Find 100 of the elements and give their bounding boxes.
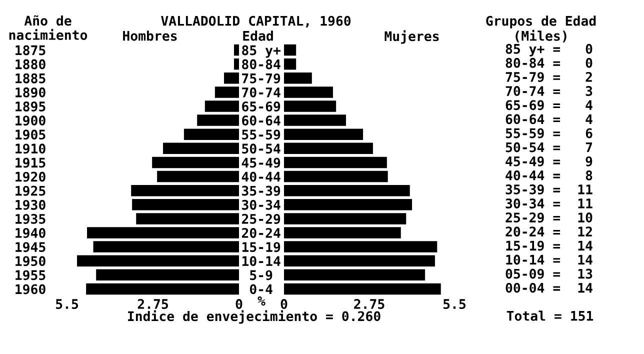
text: Grupos de Edad: [486, 16, 596, 28]
data-label: 14: [578, 240, 592, 250]
y-tick-label: 1905: [16, 130, 46, 140]
category-label: 30-34 =: [506, 198, 560, 208]
y-tick-label: 1960: [16, 284, 46, 294]
bar: [284, 170, 388, 182]
data-label: 3: [586, 86, 592, 96]
bar: [96, 269, 239, 281]
y-tick-label: 0-4: [250, 284, 272, 294]
y-tick-label: 1945: [16, 242, 46, 252]
data-label: 11: [578, 184, 592, 194]
data-label: 6: [586, 128, 592, 138]
bar: [136, 213, 239, 224]
bar: [132, 199, 239, 210]
y-tick-label: 1880: [16, 59, 46, 70]
data-label: 14: [578, 282, 592, 293]
y-tick-label: 35-39: [242, 186, 280, 196]
bar: [87, 227, 239, 238]
y-tick-label: 1955: [16, 270, 46, 280]
x-tick-label: 0: [236, 299, 242, 309]
bar: [197, 114, 239, 126]
x-tick-label: 2.75: [354, 299, 384, 309]
bar: [204, 100, 239, 112]
y-tick-label: 1925: [16, 186, 46, 196]
data-label: 0: [586, 44, 592, 54]
y-tick-label: 15-19: [242, 242, 280, 252]
y-tick-label: 1935: [16, 214, 46, 224]
bar: [152, 156, 239, 168]
y-tick-label: 1895: [16, 101, 46, 112]
x-tick-label: 0: [280, 299, 288, 309]
y-tick-label: 55-59: [242, 130, 280, 140]
y-tick-label: 1940: [16, 228, 46, 238]
chart-title: VALLADOLID CAPITAL, 1960: [161, 16, 351, 28]
y-tick-label: 25-29: [242, 214, 280, 224]
category-label: 85 y+ =: [506, 44, 560, 56]
bar: [214, 86, 239, 98]
data-label: 0: [586, 58, 592, 68]
y-axis-title: Edad: [243, 30, 273, 41]
category-label: 15-19 =: [506, 240, 560, 251]
bar: [284, 283, 441, 295]
y-tick-label: 1900: [16, 116, 46, 126]
bar: [284, 156, 387, 168]
y-tick-label: 1910: [16, 144, 46, 154]
bar: [284, 58, 296, 70]
y-tick-label: 60-64: [242, 116, 280, 126]
bar: [131, 184, 239, 196]
bar: [86, 283, 239, 295]
data-label: 7: [586, 142, 592, 152]
bar: [284, 184, 410, 196]
category-label: 75-79 =: [506, 72, 560, 82]
y-tick-label: 1885: [16, 73, 46, 84]
bar: [157, 170, 239, 182]
bar: [284, 128, 364, 140]
y-tick-label: 40-44: [242, 172, 280, 182]
text: Indice de envejecimiento = 0.260: [128, 310, 380, 324]
category-label: 00-04 =: [506, 282, 560, 293]
text: Hombres: [123, 30, 177, 41]
text: (Miles): [516, 30, 566, 42]
bar: [284, 72, 312, 84]
y-tick-label: 85 y+: [242, 45, 281, 58]
y-tick-label: 80-84: [242, 59, 280, 70]
y-tick-label: 1930: [16, 200, 46, 210]
data-label: 8: [586, 170, 592, 180]
x-axis-title: %: [258, 296, 266, 306]
bar: [284, 86, 333, 98]
bar: [284, 100, 336, 112]
bar: [284, 199, 412, 210]
y-tick-label: 1950: [16, 256, 46, 266]
y-tick-label: 1915: [16, 158, 46, 168]
bar: [224, 72, 239, 84]
bar: [284, 44, 296, 56]
data-label: 9: [586, 156, 592, 166]
data-label: 2: [586, 72, 592, 82]
y-tick-label: 1875: [16, 45, 46, 56]
x-tick-label: 2.75: [138, 299, 168, 309]
y-tick-label: 20-24: [242, 228, 280, 238]
y-tick-label: 65-69: [242, 101, 280, 112]
y-tick-label: 1890: [16, 87, 46, 98]
y-tick-label: 50-54: [242, 144, 280, 154]
bar: [284, 142, 373, 154]
x-tick-label: 5.5: [56, 299, 78, 309]
category-label: 65-69 =: [506, 100, 560, 110]
category-label: 45-49 =: [506, 156, 560, 166]
bar: [284, 114, 346, 126]
data-label: 12: [578, 226, 592, 236]
bar: [284, 213, 406, 224]
category-label: 40-44 =: [506, 170, 560, 180]
bar: [284, 269, 426, 281]
category-label: 05-09 =: [506, 268, 560, 279]
bar: [163, 142, 239, 154]
data-label: 4: [586, 100, 592, 110]
x-tick-label: 5.5: [444, 299, 466, 309]
category-label: 25-29 =: [506, 212, 560, 223]
y-tick-label: 30-34: [242, 200, 280, 210]
data-label: 10: [578, 212, 592, 223]
bar: [77, 255, 239, 266]
y-tick-label: 1920: [16, 172, 46, 182]
bar: [234, 44, 239, 56]
bar: [93, 241, 239, 252]
text: Mujeres: [384, 30, 439, 44]
